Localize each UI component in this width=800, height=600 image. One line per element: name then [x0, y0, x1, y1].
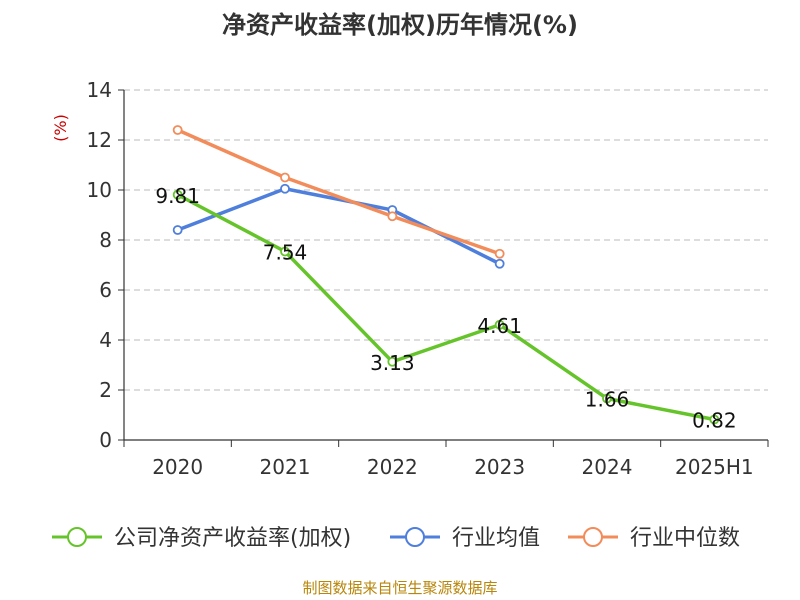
- x-tick-label: 2024: [582, 455, 633, 479]
- y-tick-label: 2: [99, 378, 112, 402]
- series-point-2: [172, 125, 183, 135]
- data-labels: 9.81 7.54 3.13 4.61 1.66 0.82: [155, 184, 736, 433]
- y-tick-label: 6: [99, 278, 112, 302]
- axes: 0 2 4 6 8 10 12 14 2020 2021 2022 2023 2024 2025H1: [87, 78, 769, 479]
- data-label: 1.66: [585, 388, 630, 412]
- x-tick-label: 2025H1: [675, 455, 754, 479]
- y-tick-label: 0: [99, 428, 112, 452]
- x-tick-label: 2021: [260, 455, 311, 479]
- series-point-2: [494, 248, 505, 259]
- x-tick-label: 2023: [474, 455, 525, 479]
- series-point-0: [387, 356, 398, 367]
- legend-marker-icon: [583, 527, 603, 547]
- y-tick-label: 14: [87, 78, 112, 102]
- legend-marker-icon: [405, 527, 425, 547]
- chart-title: 净资产收益率(加权)历年情况(%): [222, 11, 578, 39]
- series-line-2: [176, 128, 501, 256]
- series-point-0: [494, 319, 505, 330]
- y-tick-label: 4: [99, 328, 112, 352]
- series-point-0: [172, 189, 183, 200]
- data-label: 3.13: [370, 351, 415, 375]
- series-lines: [172, 125, 720, 425]
- series-point-0: [602, 393, 612, 404]
- data-label: 9.81: [155, 184, 200, 208]
- y-axis-unit-label: (%): [51, 114, 70, 142]
- series-point-1: [172, 225, 183, 235]
- y-tick-label: 12: [87, 128, 112, 152]
- legend: 公司净资产收益率(加权) 行业均值 行业中位数: [52, 526, 740, 551]
- series-point-1: [494, 258, 505, 269]
- data-label: 4.61: [477, 314, 522, 338]
- series-point-2: [280, 172, 290, 183]
- series-line-1: [177, 187, 501, 266]
- series-point-0: [709, 414, 720, 425]
- series-point-0: [280, 246, 290, 257]
- series-point-1: [280, 183, 290, 194]
- series-point-2: [387, 211, 398, 222]
- data-label: 0.82: [692, 409, 737, 433]
- x-tick-label: 2020: [152, 455, 203, 479]
- x-tick-label: 2022: [367, 455, 418, 479]
- grid-lines: [124, 89, 768, 391]
- source-note: 制图数据来自恒生聚源数据库: [302, 579, 497, 597]
- y-tick-label: 10: [87, 178, 112, 202]
- legend-label: 行业均值: [452, 526, 540, 551]
- legend-label: 行业中位数: [630, 526, 740, 551]
- data-label: 7.54: [263, 241, 308, 265]
- legend-marker-icon: [67, 527, 87, 547]
- legend-label: 公司净资产收益率(加权): [114, 526, 351, 551]
- series-line-0: [176, 193, 715, 422]
- y-tick-label: 8: [99, 228, 112, 252]
